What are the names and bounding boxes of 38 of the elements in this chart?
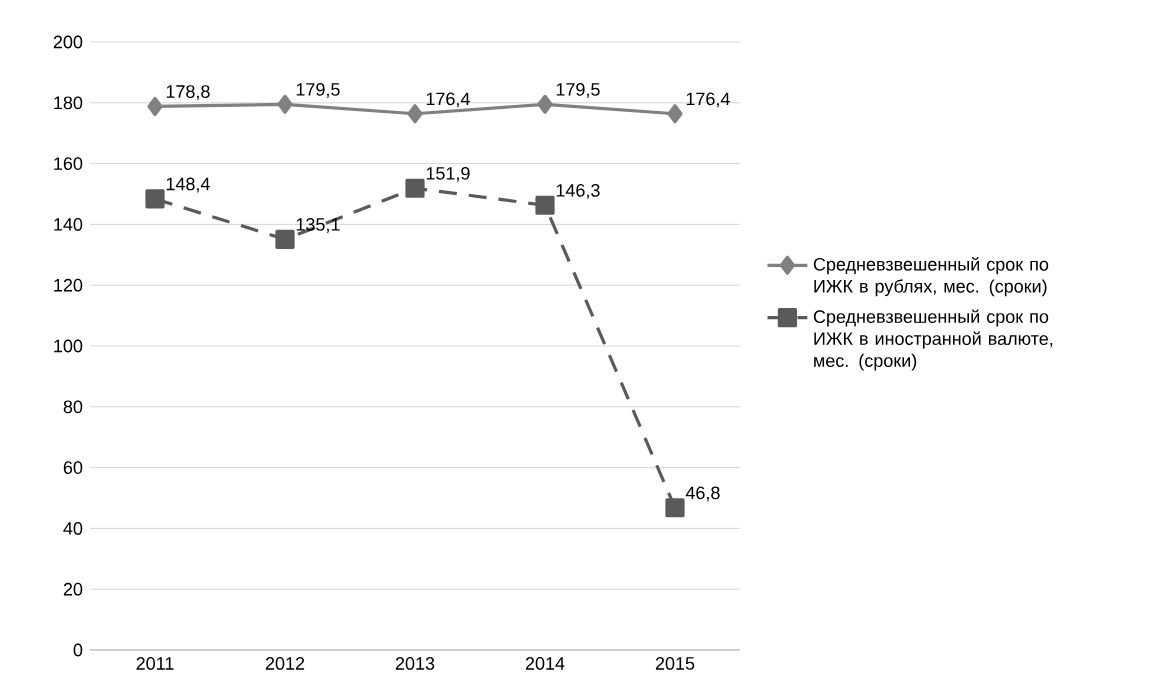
data-label: 176,4: [686, 92, 730, 108]
point: [275, 229, 295, 249]
data-label: 176,4: [426, 92, 470, 108]
data-label: 179,5: [556, 83, 600, 98]
data-label: 178,8: [166, 85, 210, 101]
x-tick-label: 2012: [265, 657, 305, 670]
y-tick-label: 20: [63, 582, 83, 596]
x-tick-label: 2013: [395, 657, 435, 670]
point: [277, 94, 293, 114]
y-tick-label: 80: [63, 400, 83, 414]
point: [537, 94, 553, 114]
legend-label: Средневзвешенный срок по ИЖК в иностранной валюте, мес. (сроки): [813, 309, 1053, 371]
y-tick-label: 180: [54, 96, 83, 110]
y-tick-label: 40: [63, 522, 83, 535]
data-label: 135,1: [296, 218, 340, 233]
x-tick-label: 2011: [136, 657, 174, 670]
point: [407, 104, 423, 124]
point: [147, 96, 163, 117]
y-tick-label: 140: [54, 218, 83, 231]
y-tick-label: 120: [54, 278, 83, 292]
legend-label: Средневзвешенный срок по ИЖК в рублях, мес. (сроки): [813, 257, 1049, 297]
data-label: 179,5: [296, 83, 340, 98]
x-tick-label: 2015: [655, 657, 695, 670]
point: [405, 178, 425, 198]
point: [145, 189, 165, 209]
y-tick-label: 200: [53, 35, 83, 49]
data-label: 46,8: [685, 486, 720, 502]
y-tick-label: 160: [54, 157, 83, 170]
point: [667, 104, 683, 124]
x-tick-label: 2014: [525, 657, 565, 670]
y-tick-label: 0: [73, 643, 83, 657]
y-tick-label: 60: [63, 461, 83, 474]
point: [665, 498, 685, 518]
data-label: 151,9: [426, 166, 470, 182]
y-tick-label: 100: [54, 339, 83, 353]
data-label: 148,4: [166, 177, 210, 193]
point: [535, 195, 555, 215]
data-label: 146,3: [556, 183, 600, 199]
